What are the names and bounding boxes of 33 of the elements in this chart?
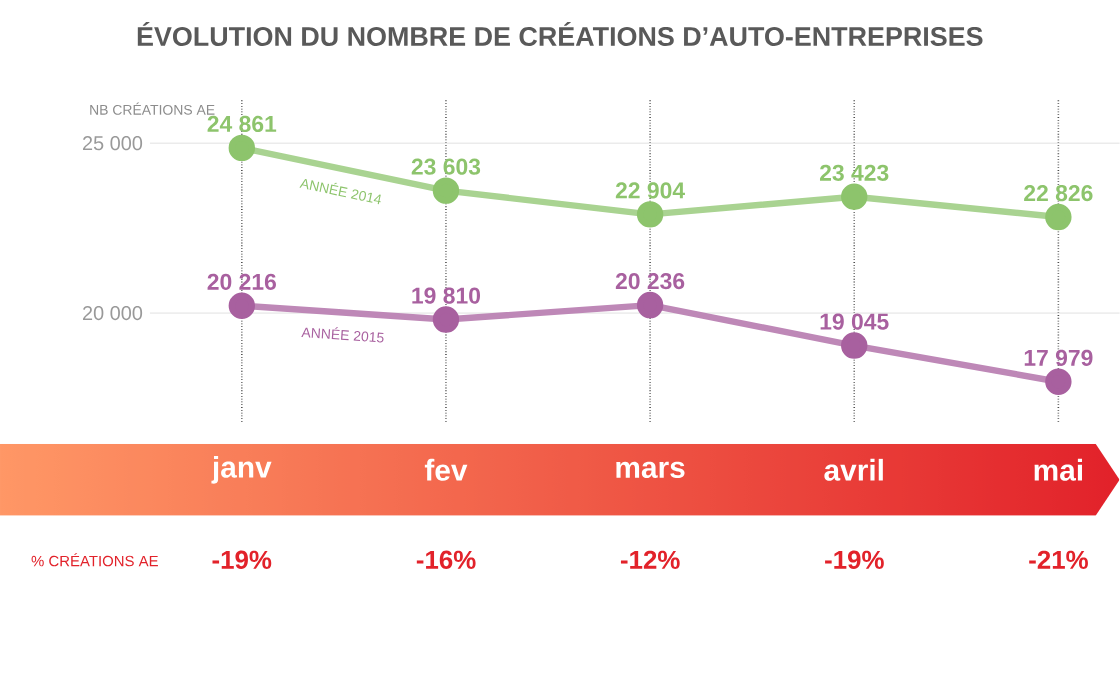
data-label: 17 979: [1024, 349, 1093, 367]
data-label: 23 603: [411, 158, 481, 175]
y-tick-label: 25 000: [82, 136, 143, 151]
point: [1045, 368, 1072, 396]
point: [228, 134, 256, 162]
point: [228, 292, 256, 320]
text: -19%: [825, 550, 884, 570]
data-label: 19 810: [412, 287, 481, 304]
point: [1045, 203, 1072, 231]
point: [636, 292, 664, 319]
text: -19%: [212, 550, 272, 570]
text: -21%: [1029, 550, 1088, 570]
data-label: 23 423: [819, 164, 889, 182]
data-label: 19 045: [820, 313, 889, 330]
point: [432, 306, 460, 333]
data-label: 24 861: [207, 115, 277, 133]
data-label: 20 236: [615, 273, 685, 290]
chart-title: ÉVOLUTION DU NOMBRE DE CRÉATIONS D’AUTO-ENTREPRISES: [137, 22, 983, 47]
x-tick-label: avril: [824, 458, 883, 481]
point: [636, 201, 664, 228]
x-tick-label: janv: [211, 456, 272, 484]
point: [841, 183, 868, 211]
data-label: 20 216: [207, 273, 276, 291]
x-tick-label: mai: [1034, 458, 1082, 481]
y-tick-label: 20 000: [82, 306, 143, 321]
data-label: 22 826: [1024, 185, 1093, 202]
data-label: 22 904: [615, 182, 685, 199]
point: [432, 177, 460, 204]
text: -12%: [620, 550, 680, 570]
text: -16%: [416, 550, 476, 570]
x-tick-label: mars: [616, 461, 685, 479]
x-tick-label: fev: [424, 458, 468, 481]
point: [841, 332, 868, 359]
